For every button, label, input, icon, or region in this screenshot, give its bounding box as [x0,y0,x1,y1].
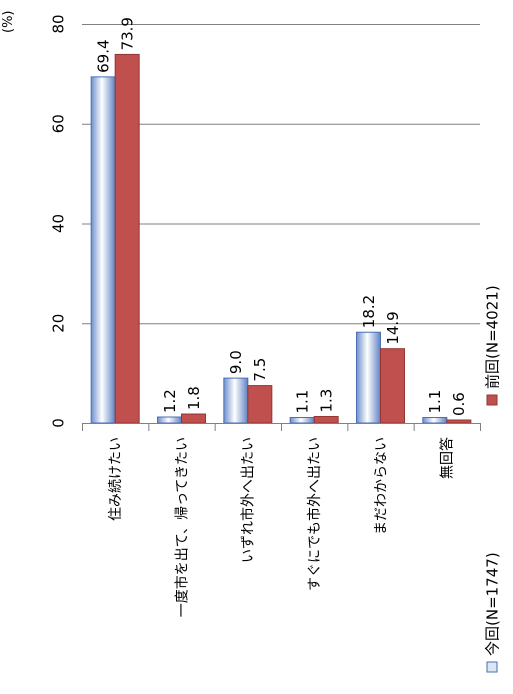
data-label-previous: 1.8 [185,386,203,410]
legend-swatch-current [486,661,498,673]
y-axis-ticks: 0 20 40 60 80 [49,14,67,427]
bar-current [223,377,249,424]
bar-previous [446,419,472,424]
bar-previous [181,413,206,424]
x-axis-categories: 住み続けたい 一度市を出て、帰ってきたい いずれ市外へ出たい すぐにでも市外へ出たい ま… [82,423,481,617]
bar-previous [114,53,140,424]
bar-current [157,416,182,424]
y-tick-label: 20 [49,314,67,333]
legend: 今回(N=1747) 前回(N=4021) [483,285,501,673]
bars [90,53,472,424]
data-label-previous: 7.5 [251,358,269,382]
category-label: いずれ市外へ出たい [240,437,257,563]
category-label: 無回答 [439,437,456,479]
gridlines [82,24,480,325]
category-label: まだわからない [373,437,389,535]
unit-label: (%) [1,11,16,34]
category-label: すぐにでも市外へ出たい [306,437,323,591]
data-label-current: 18.2 [360,295,378,328]
y-tick-label: 80 [49,14,67,33]
category-label: 住み続けたい [107,437,124,521]
data-label-current: 69.4 [94,39,112,72]
data-label-previous: 0.6 [450,392,468,416]
data-label-current: 1.1 [426,390,444,414]
y-tick-label: 60 [49,114,67,133]
bar-current [90,76,116,424]
legend-label-previous: 前回(N=4021) [483,285,501,389]
legend-label-current: 今回(N=1747) [483,552,501,656]
legend-swatch-previous [486,394,498,406]
data-labels: 69.4 73.9 1.2 1.8 9.0 7.5 1.1 1.3 18.2 14.9 1.1 0.6 [94,17,468,416]
data-label-previous: 14.9 [384,311,402,344]
bar-previous [247,385,273,424]
y-tick-label: 40 [49,214,67,233]
bar-previous [380,348,405,424]
data-label-current: 1.2 [161,389,179,413]
bar-previous [313,416,339,424]
data-label-previous: 1.3 [317,389,335,413]
data-label-current: 1.1 [293,390,311,414]
data-label-current: 9.0 [227,350,245,374]
bar-current [356,331,381,424]
y-tick-label: 0 [49,418,67,428]
bar-current [422,417,448,424]
data-label-previous: 73.9 [118,17,136,50]
bar-current [289,417,315,424]
category-label: 一度市を出て、帰ってきたい [173,437,190,617]
